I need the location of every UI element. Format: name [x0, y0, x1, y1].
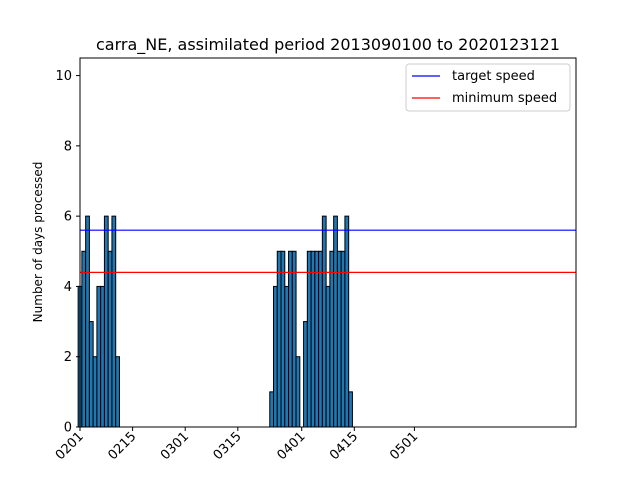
bar-0206	[96, 285, 102, 428]
bar-0204	[88, 321, 94, 428]
plot-frame	[79, 57, 577, 428]
x-tick-label: 0201	[53, 429, 87, 463]
bar-0413	[344, 215, 350, 428]
y-tick-label: 8	[64, 139, 72, 154]
bar-0410	[333, 215, 338, 428]
bar-0407	[321, 215, 327, 428]
bar-0325	[273, 285, 278, 428]
bar-0327	[280, 250, 286, 428]
bar-0330	[291, 250, 297, 428]
bar-0211	[115, 356, 120, 428]
bar-0202	[81, 250, 87, 428]
x-tick-label: 0415	[327, 429, 361, 463]
bar-0404	[310, 250, 316, 428]
x-tick-label: 0301	[158, 429, 192, 463]
y-tick-label: 10	[55, 69, 72, 84]
bar-0405	[314, 250, 320, 428]
x-tick-label: 0501	[387, 429, 421, 463]
y-tick-label: 2	[64, 350, 72, 365]
bar-0324	[269, 391, 275, 428]
reference-lines-group	[80, 229, 576, 273]
chart-title: carra_NE, assimilated period 2013090100 …	[96, 35, 560, 55]
bar-0406	[318, 250, 323, 428]
bar-0328	[284, 285, 290, 428]
bar-0408	[325, 285, 331, 428]
bar-0411	[336, 250, 342, 428]
legend-box	[405, 63, 571, 112]
legend-label-target-speed: target speed	[452, 69, 535, 84]
y-axis-label: Number of days processed	[31, 162, 45, 323]
legend-label-minimum-speed: minimum speed	[452, 91, 557, 106]
bar-0409	[329, 250, 335, 428]
y-axis-ticks: 0 2 4 6 8 10	[55, 69, 80, 436]
bar-0208	[103, 215, 109, 428]
bar-0326	[276, 250, 282, 428]
bar-0402	[303, 321, 308, 428]
y-tick-label: 0	[64, 421, 72, 436]
x-tick-label: 0401	[275, 429, 309, 463]
bar-0331	[295, 356, 301, 428]
bar-0403	[306, 250, 312, 428]
x-tick-label: 0315	[211, 429, 245, 463]
x-tick-label: 0215	[105, 429, 139, 463]
bar-0207	[100, 285, 105, 428]
x-axis-ticks: 0201 0215 0301 0315 0401 0415 0501	[53, 427, 421, 463]
bar-0329	[288, 250, 293, 428]
bar-0210	[111, 215, 117, 428]
bar-0203	[85, 215, 90, 428]
bar-0414	[348, 391, 353, 428]
y-tick-label: 6	[64, 210, 72, 225]
bars-group	[77, 215, 353, 428]
bar-0412	[340, 250, 346, 428]
bar-0205	[92, 356, 98, 428]
legend: target speed minimum speed	[405, 63, 571, 112]
y-tick-label: 4	[64, 280, 72, 295]
bar-0209	[107, 250, 113, 428]
